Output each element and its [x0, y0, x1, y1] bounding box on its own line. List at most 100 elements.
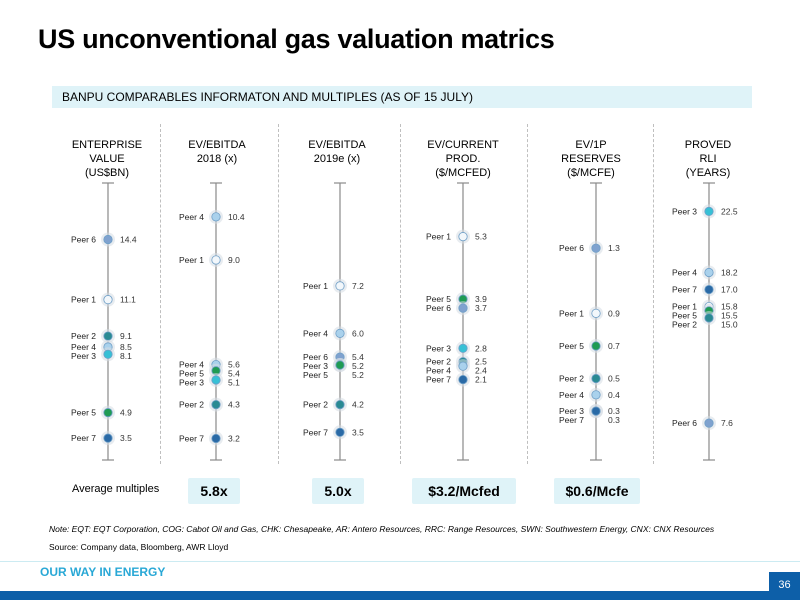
- value-label: 0.7: [608, 341, 620, 351]
- value-label: 0.4: [608, 390, 620, 400]
- column-header-line: EV/EBITDA: [188, 139, 246, 151]
- value-label: 15.0: [721, 320, 738, 330]
- column-header-0: ENTERPRISE VALUE (US$BN): [52, 138, 162, 180]
- column-header-line: PROVED: [684, 139, 732, 151]
- value-label: 2.5: [475, 357, 487, 367]
- peer-label: Peer 5: [426, 294, 451, 304]
- data-point: [103, 331, 113, 341]
- value-label: 2.8: [475, 343, 487, 353]
- data-point: [591, 308, 601, 318]
- column-header-line: 2018 (x): [196, 153, 238, 165]
- data-point: [211, 375, 221, 385]
- data-point: [458, 232, 468, 242]
- peer-label: Peer 5: [71, 408, 96, 418]
- source-note: Source: Company data, Bloomberg, AWR Llo…: [49, 542, 229, 552]
- average-multiple-ev-ebitda-2019e: 5.0x: [312, 478, 364, 504]
- peer-label: Peer 7: [672, 285, 697, 295]
- value-label: 5.1: [228, 378, 240, 388]
- column-header-line: ($/MCFED): [435, 167, 491, 179]
- value-label: 3.2: [228, 433, 240, 443]
- peer-label: Peer 4: [71, 342, 96, 352]
- data-point: [591, 373, 601, 384]
- data-point: [704, 284, 714, 295]
- peer-label: Peer 3: [426, 343, 451, 353]
- value-label: 3.7: [475, 303, 487, 313]
- value-label: 0.9: [608, 308, 620, 318]
- column-header-line: VALUE: [89, 153, 125, 165]
- column-header-4: EV/1P RESERVES ($/MCFE): [536, 138, 646, 180]
- value-label: 17.0: [721, 285, 738, 295]
- value-label: 5.2: [352, 370, 364, 380]
- column-divider: [527, 124, 528, 464]
- peer-label: Peer 5: [559, 341, 584, 351]
- data-point: [704, 206, 714, 217]
- peer-label: Peer 5: [179, 369, 204, 379]
- peer-label: Peer 4: [672, 267, 697, 277]
- value-label: 15.5: [721, 311, 738, 321]
- data-point: [335, 399, 345, 410]
- data-point: [591, 341, 601, 351]
- footnote: Note: EQT: EQT Corporation, COG: Cabot O…: [49, 524, 715, 534]
- peer-label: Peer 3: [672, 206, 697, 216]
- value-label: 18.2: [721, 267, 738, 277]
- peer-label: Peer 3: [71, 351, 96, 361]
- value-label: 2.4: [475, 366, 487, 376]
- column-divider: [653, 124, 654, 464]
- data-point: [458, 374, 468, 385]
- section-banner: BANPU COMPARABLES INFORMATON AND MULTIPL…: [52, 86, 752, 108]
- peer-label: Peer 6: [426, 303, 451, 313]
- column-header-line: (YEARS): [685, 167, 731, 179]
- value-label: 15.8: [721, 302, 738, 312]
- value-label: 7.2: [352, 281, 364, 291]
- value-label: 4.3: [228, 400, 240, 410]
- peer-label: Peer 1: [179, 255, 204, 265]
- average-multiple-ev-prod: $3.2/Mcfed: [412, 478, 516, 504]
- value-label: 9.1: [120, 331, 132, 341]
- data-point: [103, 234, 113, 245]
- value-label: 4.9: [120, 408, 132, 418]
- data-point: [103, 349, 113, 359]
- column-header-3: EV/CURRENT PROD. ($/MCFED): [408, 138, 518, 180]
- value-label: 2.1: [475, 375, 487, 385]
- peer-label: Peer 4: [179, 212, 204, 222]
- peer-label: Peer 4: [426, 366, 451, 376]
- data-point: [211, 399, 221, 410]
- peer-label: Peer 7: [426, 375, 451, 385]
- data-point: [458, 303, 468, 313]
- data-point: [335, 360, 345, 370]
- peer-label: Peer 6: [559, 243, 584, 253]
- column-header-line: 2019e (x): [313, 153, 361, 165]
- peer-label: Peer 3: [559, 406, 584, 416]
- data-point: [335, 328, 345, 338]
- value-label: 3.9: [475, 294, 487, 304]
- peer-label: Peer 1: [71, 295, 96, 305]
- column-header-line: RLI: [699, 153, 717, 165]
- value-label: 4.2: [352, 400, 364, 410]
- value-label: 8.1: [120, 351, 132, 361]
- value-label: 11.1: [120, 295, 136, 305]
- peer-label: Peer 3: [303, 361, 328, 371]
- average-multiple-ev-1p: $0.6/Mcfe: [554, 478, 640, 504]
- footer-divider: [0, 561, 800, 562]
- value-label: 8.5: [120, 342, 132, 352]
- data-point: [211, 433, 221, 444]
- peer-label: Peer 2: [426, 357, 451, 367]
- peer-label: Peer 3: [179, 378, 204, 388]
- value-label: 7.6: [721, 418, 733, 428]
- data-point: [704, 418, 714, 428]
- column-header-line: EV/1P: [575, 139, 607, 151]
- value-label: 1.3: [608, 243, 620, 253]
- data-point: [591, 243, 601, 253]
- peer-label: Peer 4: [559, 390, 584, 400]
- column-divider: [278, 124, 279, 464]
- column-header-line: ($/MCFE): [567, 167, 615, 179]
- data-point: [704, 313, 714, 323]
- value-label: 3.5: [352, 427, 364, 437]
- column-header-line: EV/CURRENT: [427, 139, 499, 151]
- data-point: [591, 406, 601, 416]
- peer-label: Peer 4: [179, 360, 204, 370]
- value-label: 5.6: [228, 360, 240, 370]
- peer-label: Peer 4: [303, 328, 328, 338]
- average-multiples-label: Average multiples: [72, 483, 160, 495]
